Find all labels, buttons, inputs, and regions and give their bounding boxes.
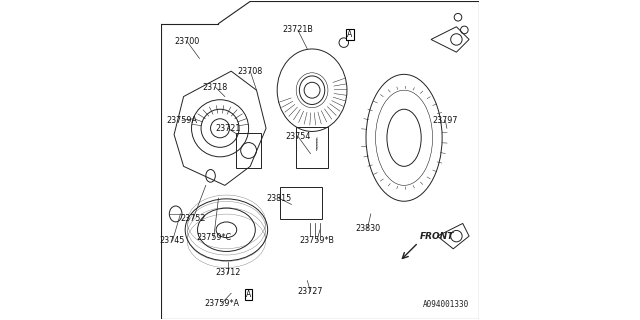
Text: A: A bbox=[347, 30, 353, 39]
Text: 23815: 23815 bbox=[266, 194, 291, 203]
Text: 23797: 23797 bbox=[433, 116, 458, 125]
Text: 23708: 23708 bbox=[237, 67, 263, 76]
Text: 23712: 23712 bbox=[215, 268, 241, 277]
Text: 23727: 23727 bbox=[298, 287, 323, 296]
Text: FRONT: FRONT bbox=[420, 232, 454, 241]
Text: 23754: 23754 bbox=[285, 132, 310, 141]
Text: 23759A: 23759A bbox=[166, 116, 198, 125]
Text: 23752: 23752 bbox=[180, 214, 206, 223]
Text: 23721B: 23721B bbox=[282, 25, 313, 35]
Text: A094001330: A094001330 bbox=[423, 300, 469, 309]
Text: 23718: 23718 bbox=[203, 83, 228, 92]
Text: 23745: 23745 bbox=[160, 236, 185, 245]
Text: 23830: 23830 bbox=[355, 224, 380, 233]
Text: A: A bbox=[246, 290, 252, 299]
Text: 23759*A: 23759*A bbox=[204, 299, 239, 308]
Text: 23759*B: 23759*B bbox=[300, 236, 334, 245]
Text: 23759*C: 23759*C bbox=[196, 233, 231, 242]
Text: 23721: 23721 bbox=[215, 124, 241, 133]
Text: 23700: 23700 bbox=[174, 36, 200, 45]
